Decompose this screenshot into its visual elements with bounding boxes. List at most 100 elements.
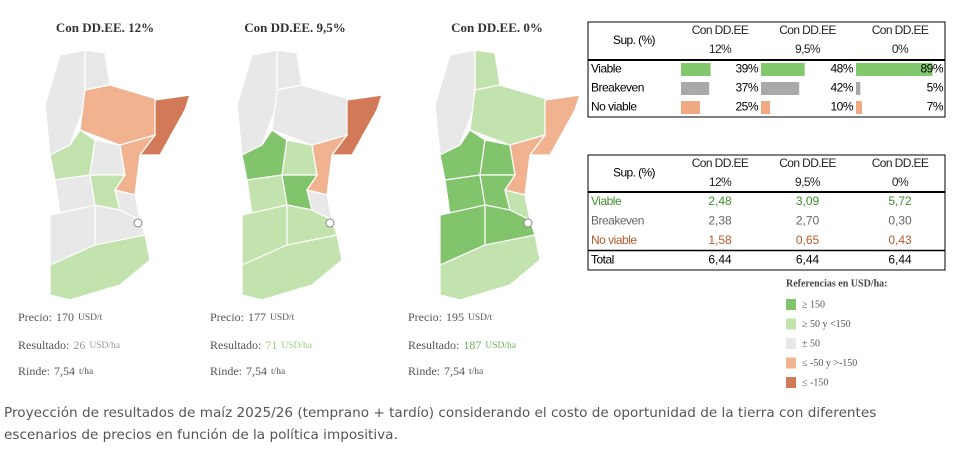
map	[236, 49, 383, 301]
table-cell: 6,44	[708, 252, 732, 266]
map-region	[49, 234, 151, 301]
table-column-header: Con DD.EE	[779, 156, 836, 170]
table-column-header: Con DD.EE	[872, 156, 929, 170]
legend-swatch	[786, 338, 796, 349]
map-info: Rinde: 7,54 t/ha	[210, 364, 286, 378]
table-column-header: 0%	[892, 42, 909, 56]
map-region	[84, 49, 111, 91]
table-cell: 0,65	[796, 233, 820, 247]
caption: Proyección de resultados de maíz 2025/26…	[4, 405, 877, 443]
table-cell: 6,44	[796, 252, 820, 266]
map-info-part: USD/t	[78, 313, 103, 323]
table-row-label: Viable	[591, 62, 622, 76]
map-info-part: 170	[56, 310, 74, 324]
table-row-label: Breakeven	[591, 213, 644, 227]
map-marker	[523, 218, 533, 228]
table-cell: 1,58	[708, 233, 732, 247]
data-bar	[681, 82, 710, 95]
map	[434, 49, 581, 301]
table-column-header: 0%	[892, 175, 909, 189]
map-info-part: 7,54	[54, 364, 75, 378]
map-info-part: Resultado:	[210, 338, 261, 352]
map-info: Rinde: 7,54 t/ha	[18, 364, 94, 378]
data-bar	[761, 82, 800, 95]
map-region	[474, 49, 501, 91]
map-info-part: t/ha	[271, 367, 286, 377]
table-cell: 2,70	[796, 213, 820, 227]
map-title: Con DD.EE. 0%	[451, 20, 543, 35]
table-column-header: Con DD.EE	[872, 23, 929, 37]
data-bar	[761, 101, 771, 114]
map-info-part: Rinde:	[210, 364, 242, 378]
map-region	[276, 49, 303, 91]
legend-label: ± 50	[802, 338, 820, 349]
data-bar	[856, 82, 861, 95]
table-column-header: 9,5%	[795, 42, 821, 56]
map-title: Con DD.EE. 12%	[56, 20, 154, 35]
map-info-part: t/ha	[469, 367, 484, 377]
table-row-label: Viable	[591, 194, 622, 208]
table-border	[587, 154, 946, 271]
data-bar	[856, 63, 933, 76]
map-info: Resultado: 26 USD/ha	[18, 338, 121, 352]
table-cell: 0,43	[888, 233, 912, 247]
map-info-part: USD/t	[468, 313, 493, 323]
map-info-part: USD/ha	[281, 341, 312, 351]
legend-swatch	[786, 357, 796, 369]
map-region	[469, 84, 551, 146]
map-info-part: USD/t	[270, 313, 295, 323]
data-bar	[856, 101, 863, 114]
legend-title: Referencias en USD/ha:	[786, 278, 887, 289]
data-bar	[681, 63, 711, 76]
map-info-part: USD/ha	[89, 341, 120, 351]
table-row-label: Breakeven	[591, 81, 644, 95]
table-cell: 5%	[927, 81, 944, 95]
legend-label: ≥ 50 y <150	[802, 319, 851, 330]
table-cell: 0,30	[888, 213, 912, 227]
map-info-part: Resultado:	[408, 338, 459, 352]
map-info-part: Resultado:	[18, 338, 69, 352]
map-info-part: 187	[463, 338, 481, 352]
map-marker	[325, 218, 335, 228]
table-header: Sup. (%)	[613, 166, 655, 180]
map-info: Resultado: 71 USD/ha	[210, 338, 313, 352]
table-cell: 37%	[735, 81, 758, 95]
table-column-header: Con DD.EE	[692, 156, 749, 170]
table-border	[587, 21, 946, 118]
table-column-header: Con DD.EE	[779, 23, 836, 37]
map-region	[439, 234, 541, 301]
map-info-part: 177	[248, 310, 266, 324]
map-info-part: t/ha	[79, 367, 94, 377]
legend-swatch	[786, 377, 796, 388]
map-region	[271, 84, 353, 146]
table-cell: 10%	[830, 100, 853, 114]
table-row-label: No viable	[591, 100, 637, 114]
map-info-part: 26	[73, 338, 85, 352]
table-cell: 25%	[735, 100, 758, 114]
table-cell: 42%	[830, 81, 853, 95]
table-cell: 6,44	[888, 252, 912, 266]
map-region	[241, 234, 343, 301]
table-header: Sup. (%)	[613, 33, 655, 47]
map-region	[79, 84, 161, 146]
map-marker	[133, 218, 143, 228]
legend-label: ≤ -50 y >-150	[802, 358, 857, 369]
table-cell: 7%	[927, 100, 944, 114]
map-info-part: Precio:	[408, 310, 442, 324]
map-info: Precio: 195 USD/t	[408, 310, 493, 324]
data-bar	[761, 63, 805, 76]
map-info: Resultado: 187 USD/ha	[408, 338, 517, 352]
table-cell: 39%	[735, 62, 758, 76]
table-cell: 5,72	[888, 194, 912, 208]
map-info-part: Rinde:	[18, 364, 50, 378]
figure: Con DD.EE. 12% Precio: 170 USD/t Resultado: 2…	[18, 20, 946, 388]
table-column-header: 9,5%	[795, 175, 821, 189]
map-info: Rinde: 7,54 t/ha	[408, 364, 484, 378]
map-info: Precio: 170 USD/t	[18, 310, 103, 324]
map-info-part: Precio:	[18, 310, 52, 324]
table-row-label: Total	[591, 252, 614, 266]
map-info-part: 7,54	[246, 364, 267, 378]
table-column-header: 12%	[709, 42, 732, 56]
map-info-part: 7,54	[444, 364, 465, 378]
table-cell: 89%	[920, 62, 943, 76]
